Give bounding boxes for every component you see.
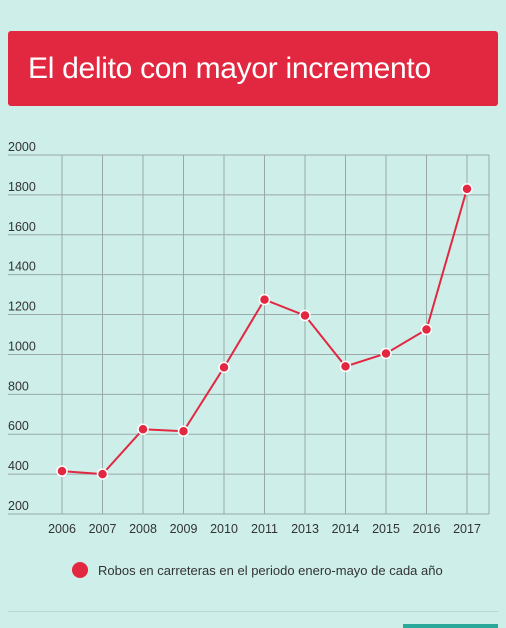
- footer-divider: [8, 611, 498, 612]
- legend: Robos en carreteras en el periodo enero-…: [72, 561, 443, 579]
- x-tick-label: 2010: [210, 522, 238, 536]
- x-tick-label: 2013: [291, 522, 319, 536]
- x-tick-label: 2008: [129, 522, 157, 536]
- data-point: [258, 293, 271, 306]
- data-point: [218, 361, 230, 374]
- x-tick-label: 2017: [453, 522, 481, 536]
- x-tick-label: 2016: [413, 522, 441, 536]
- legend-marker: [72, 562, 88, 578]
- data-point: [56, 465, 68, 477]
- x-tick-label: 2009: [170, 522, 198, 536]
- x-tick-label: 2006: [48, 522, 76, 536]
- y-tick-label: 1200: [8, 300, 36, 314]
- series: [56, 183, 473, 480]
- data-point: [461, 183, 473, 195]
- x-tick-label: 2007: [89, 522, 117, 536]
- x-tick-label: 2011: [251, 522, 278, 536]
- data-point: [96, 468, 109, 480]
- footer-tab: [403, 624, 498, 628]
- x-tick-label: 2015: [372, 522, 400, 536]
- x-axis-ticks: 2006 2007 2008 2009 2010 2011 2013 2014 2015 2016…: [48, 522, 481, 536]
- y-tick-label: 600: [8, 419, 29, 433]
- y-tick-label: 400: [8, 459, 29, 473]
- y-tick-label: 200: [8, 499, 29, 513]
- y-tick-label: 800: [8, 379, 29, 393]
- x-tick-label: 2014: [332, 522, 360, 536]
- data-point: [380, 347, 392, 360]
- data-point: [177, 425, 190, 437]
- data-point: [420, 323, 433, 336]
- y-tick-label: 2000: [8, 140, 36, 154]
- chart-title: El delito con mayor incremento: [28, 51, 431, 85]
- y-tick-label: 1000: [8, 339, 36, 353]
- y-axis-ticks: 200 400 600 800 1000 1200 1400 1600 1800 2000: [8, 140, 36, 513]
- data-point: [339, 360, 352, 373]
- legend-label: Robos en carreteras en el periodo enero-…: [98, 562, 443, 578]
- grid: [8, 154, 490, 515]
- title-banner: El delito con mayor incremento: [8, 31, 498, 106]
- y-tick-label: 1800: [8, 180, 36, 194]
- data-point: [137, 423, 149, 435]
- data-point: [299, 309, 311, 322]
- y-tick-label: 1400: [8, 260, 36, 274]
- y-tick-label: 1600: [8, 220, 36, 234]
